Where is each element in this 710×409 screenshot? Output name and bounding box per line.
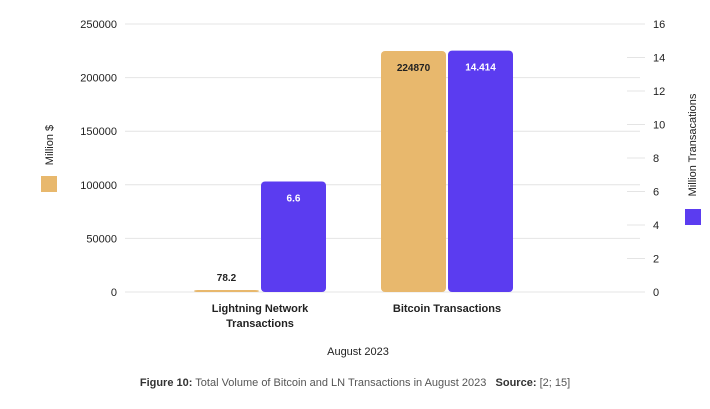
right-axis-tick-label: 14 xyxy=(653,53,665,65)
legend-swatch-right xyxy=(685,209,701,225)
category-label: Lightning Network xyxy=(212,303,309,315)
caption-source-label: Source: xyxy=(495,377,537,389)
bar-data-label: 78.2 xyxy=(217,273,237,284)
bar-right-series xyxy=(448,50,513,293)
right-axis-tick-label: 10 xyxy=(653,120,665,132)
left-axis-tick-label: 100000 xyxy=(80,180,117,192)
right-axis-tick-label: 4 xyxy=(653,220,659,232)
left-axis-tick-label: 150000 xyxy=(80,126,117,138)
right-axis-tick-label: 16 xyxy=(653,19,665,31)
bar-left-series xyxy=(194,290,259,292)
bar-right-series xyxy=(261,181,326,292)
bar-left-series xyxy=(381,50,446,292)
right-axis-tick-label: 2 xyxy=(653,254,659,266)
figure-caption: Figure 10: Total Volume of Bitcoin and L… xyxy=(0,377,710,389)
caption-text: Total Volume of Bitcoin and LN Transacti… xyxy=(195,377,487,389)
right-axis-tick-label: 6 xyxy=(653,187,659,199)
bar-data-label: 224870 xyxy=(397,63,431,74)
right-axis-tick-label: 0 xyxy=(653,287,659,299)
x-axis-title: August 2023 xyxy=(327,346,389,358)
left-axis-title: Million $ xyxy=(44,125,56,165)
right-axis-tick-label: 8 xyxy=(653,153,659,165)
left-axis-tick-label: 0 xyxy=(111,287,117,299)
right-axis-title: Million Transacations xyxy=(687,93,699,196)
bar-data-label: 14.414 xyxy=(465,63,496,74)
left-axis-tick-label: 250000 xyxy=(80,19,117,31)
category-label: Bitcoin Transactions xyxy=(393,303,501,315)
right-axis-tick-label: 12 xyxy=(653,86,665,98)
left-axis-tick-label: 200000 xyxy=(80,73,117,85)
caption-source-text: [2; 15] xyxy=(539,377,571,389)
bar-data-label: 6.6 xyxy=(287,193,301,204)
caption-figure-label: Figure 10: xyxy=(139,377,193,389)
legend-swatch-left xyxy=(41,176,57,192)
category-label: Transactions xyxy=(226,318,294,330)
left-axis-tick-label: 50000 xyxy=(86,233,117,245)
